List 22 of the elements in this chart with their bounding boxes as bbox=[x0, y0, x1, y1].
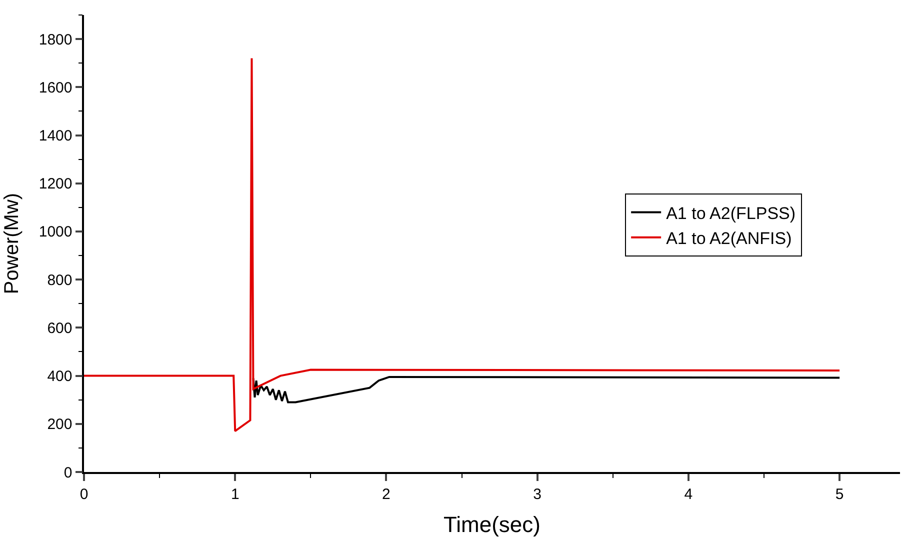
legend-label: A1 to A2(ANFIS) bbox=[666, 229, 792, 248]
y-tick-label: 800 bbox=[47, 272, 72, 289]
y-axis-title: Power(Mw) bbox=[0, 192, 23, 294]
x-tick-label: 5 bbox=[835, 486, 844, 503]
y-tick-label: 1000 bbox=[38, 224, 72, 241]
y-tick-label: 1400 bbox=[38, 128, 72, 145]
y-tick-label: 1600 bbox=[38, 79, 72, 96]
x-tick-label: 3 bbox=[533, 486, 542, 503]
line-series bbox=[252, 376, 841, 404]
y-tick-label: 400 bbox=[47, 368, 72, 386]
y-tick-label: 600 bbox=[47, 320, 72, 337]
y-tick-label: 200 bbox=[47, 416, 72, 434]
line-series bbox=[84, 57, 841, 432]
y-tick-label: 1800 bbox=[38, 31, 72, 48]
y-tick-label: 1200 bbox=[38, 176, 72, 193]
x-tick-label: 1 bbox=[230, 486, 240, 503]
legend-label: A1 to A2(FLPSS) bbox=[666, 204, 796, 223]
x-tick-label: 2 bbox=[382, 486, 390, 503]
x-tick-label: 4 bbox=[684, 486, 693, 503]
x-tick-label: 0 bbox=[80, 486, 88, 503]
y-tick-label: 0 bbox=[64, 464, 72, 482]
x-axis-title: Time(sec) bbox=[444, 512, 540, 538]
